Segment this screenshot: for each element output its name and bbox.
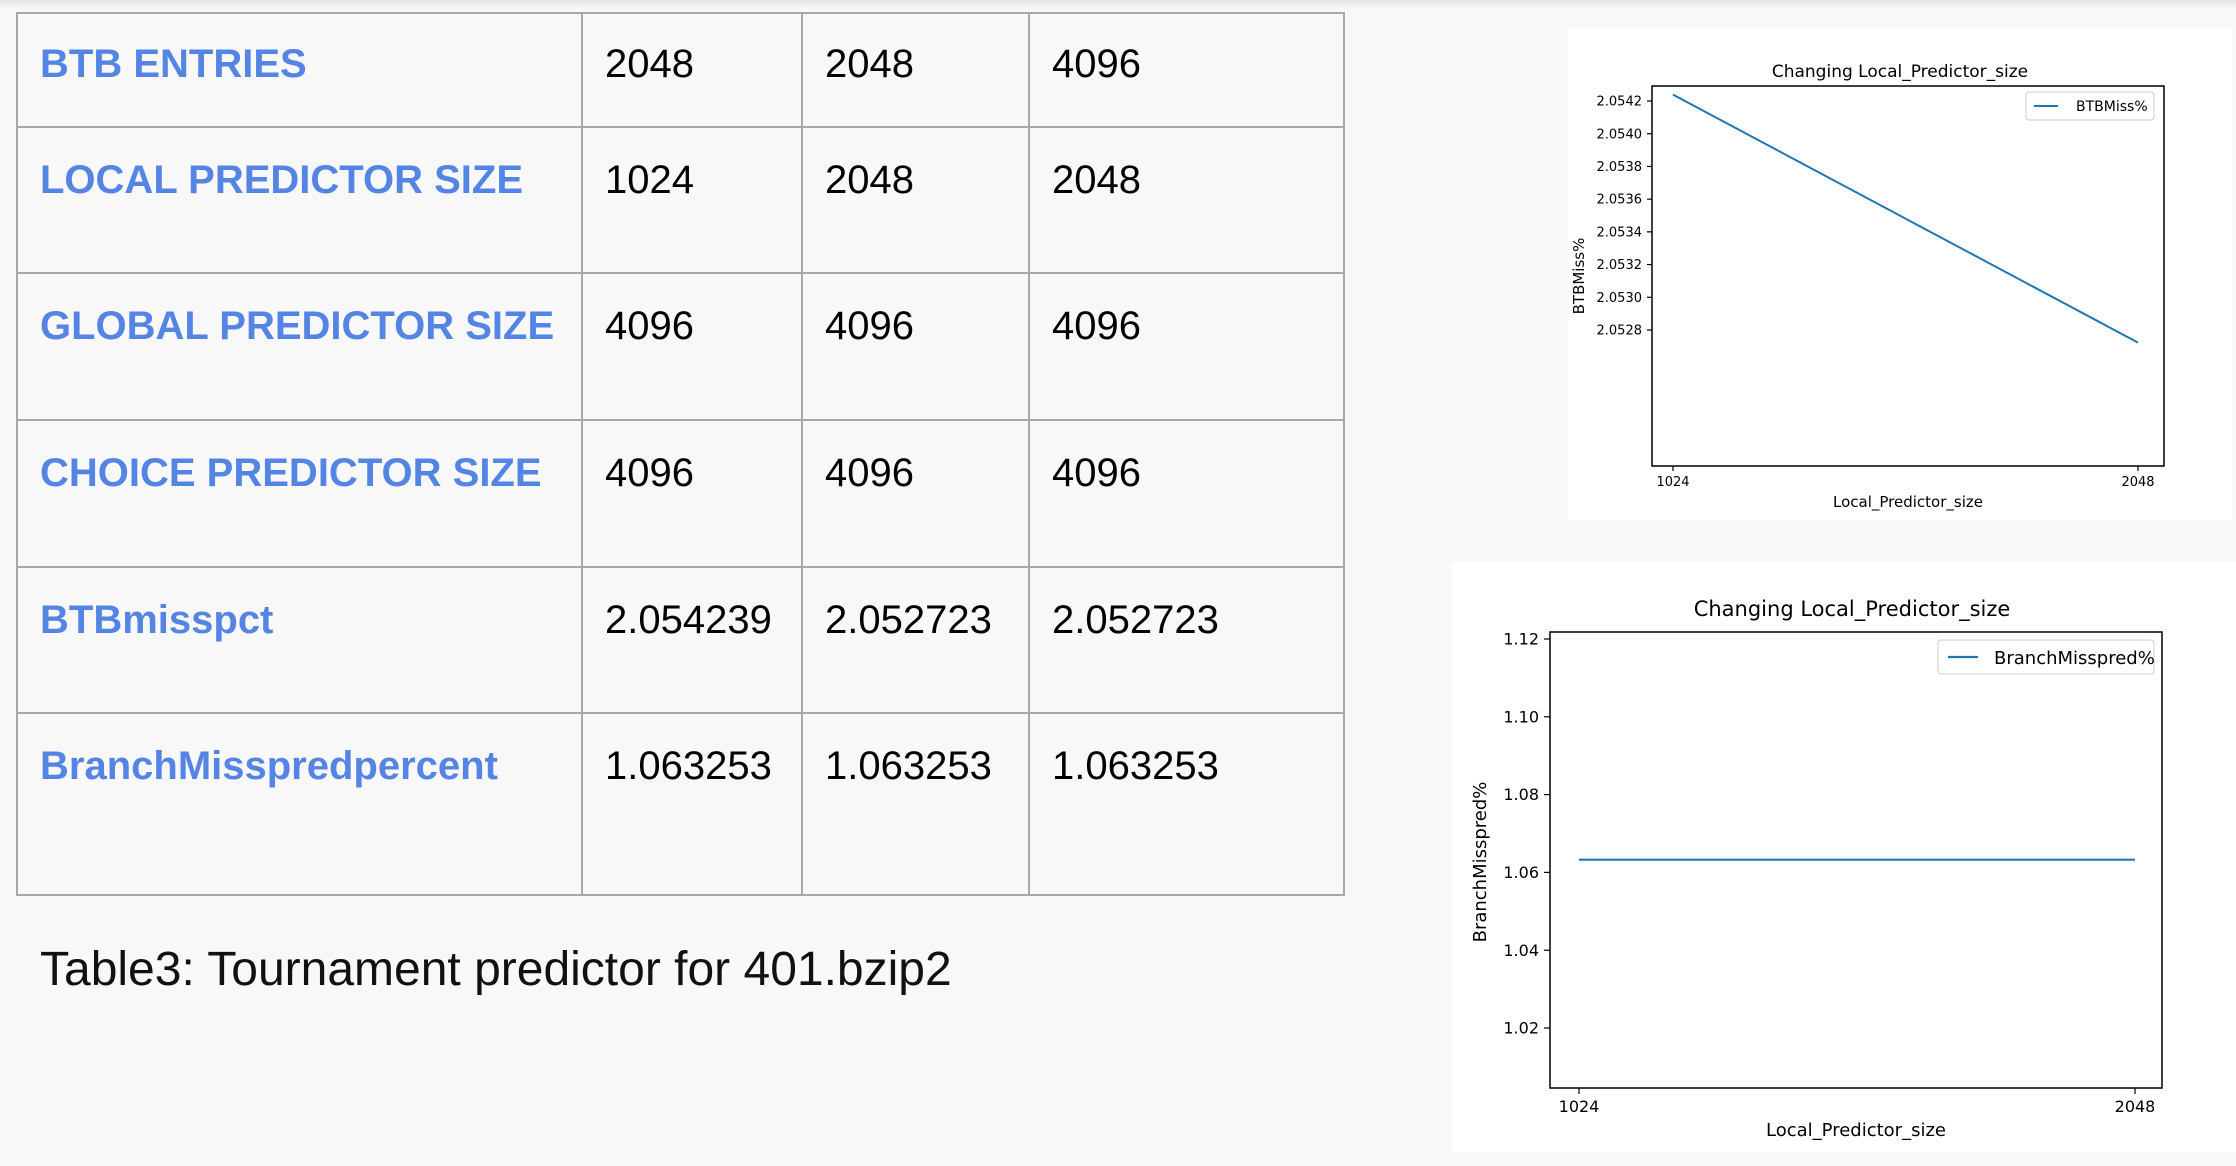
- legend: BTBMiss%: [2025, 91, 2155, 121]
- row-label: CHOICE PREDICTOR SIZE: [16, 419, 583, 568]
- y-tick: 2.0528: [1597, 324, 1652, 339]
- y-tick: 2.0542: [1597, 95, 1652, 110]
- y-tick-label: 1.10: [1503, 707, 1539, 726]
- table-cell: 2.054239: [581, 566, 803, 714]
- plot-frame: [1549, 631, 2163, 1089]
- table-cell: 4096: [581, 419, 803, 568]
- y-tick: 2.0536: [1597, 193, 1652, 208]
- table-cell: 4096: [1028, 12, 1345, 128]
- table-cell: 1.063253: [581, 712, 803, 896]
- row-label: BTBmisspct: [16, 566, 583, 714]
- x-tick: 1024: [1559, 1088, 1600, 1116]
- table-caption: Table3: Tournament predictor for 401.bzi…: [40, 943, 952, 996]
- x-tick: 1024: [1656, 466, 1690, 490]
- branch-misspred-chart: Changing Local_Predictor_size 1.02 1.04 1.…: [1452, 562, 2236, 1152]
- table-cell: 4096: [801, 419, 1030, 568]
- y-tick-label: 1.02: [1503, 1019, 1539, 1038]
- top-divider: [0, 0, 2236, 10]
- x-tick: 2048: [2121, 466, 2155, 490]
- table-row: LOCAL PREDICTOR SIZE 1024 2048 2048: [16, 126, 1345, 274]
- x-axis-label: Local_Predictor_size: [1766, 1120, 1946, 1141]
- y-tick-label: 2.0532: [1597, 258, 1643, 273]
- y-tick: 2.0538: [1597, 160, 1652, 175]
- table-row: CHOICE PREDICTOR SIZE 4096 4096 4096: [16, 419, 1345, 568]
- table-cell: 2048: [801, 12, 1030, 128]
- y-tick: 2.0534: [1597, 225, 1652, 240]
- series-line: [1672, 93, 2139, 344]
- y-tick: 1.08: [1503, 785, 1550, 804]
- predictor-table: BTB ENTRIES 2048 2048 4096 LOCAL PREDICT…: [16, 12, 1345, 896]
- y-tick-label: 2.0536: [1597, 193, 1643, 208]
- y-tick: 1.10: [1503, 707, 1550, 726]
- table-cell: 4096: [1028, 272, 1345, 421]
- y-tick-label: 2.0528: [1597, 324, 1643, 339]
- table-cell: 2048: [581, 12, 803, 128]
- x-axis-label: Local_Predictor_size: [1833, 493, 1983, 512]
- y-tick-label: 1.04: [1503, 941, 1539, 960]
- table-cell: 2.052723: [801, 566, 1030, 714]
- x-tick-label: 2048: [2121, 475, 2154, 490]
- y-tick: 1.06: [1503, 863, 1550, 882]
- table-cell: 1024: [581, 126, 803, 274]
- chart-title: Changing Local_Predictor_size: [1772, 62, 2028, 82]
- table-cell: 1.063253: [1028, 712, 1345, 896]
- table-cell: 4096: [801, 272, 1030, 421]
- y-tick-label: 2.0540: [1597, 127, 1643, 142]
- y-tick: 1.04: [1503, 941, 1550, 960]
- y-tick: 2.0530: [1597, 291, 1652, 306]
- table-cell: 4096: [1028, 419, 1345, 568]
- x-tick-label: 1024: [1656, 475, 1689, 490]
- branch-misspred-chart-svg: Changing Local_Predictor_size 1.02 1.04 1.…: [1470, 597, 2163, 1141]
- y-tick: 2.0540: [1597, 127, 1652, 142]
- table-row: BTB ENTRIES 2048 2048 4096: [16, 12, 1345, 128]
- x-tick-label: 1024: [1559, 1097, 1600, 1116]
- y-tick-label: 2.0542: [1597, 95, 1643, 110]
- y-tick-label: 2.0534: [1597, 225, 1643, 240]
- table-cell: 2048: [1028, 126, 1345, 274]
- y-tick-label: 1.12: [1503, 630, 1539, 649]
- table-cell: 1.063253: [801, 712, 1030, 896]
- table-cell: 4096: [581, 272, 803, 421]
- row-label: GLOBAL PREDICTOR SIZE: [16, 272, 583, 421]
- table-row: GLOBAL PREDICTOR SIZE 4096 4096 4096: [16, 272, 1345, 421]
- y-axis-label: BTBMiss%: [1570, 238, 1588, 315]
- y-tick: 1.12: [1503, 630, 1550, 649]
- y-tick-label: 2.0538: [1597, 160, 1643, 175]
- x-tick-label: 2048: [2115, 1097, 2156, 1116]
- table-row: BranchMisspredpercent 1.063253 1.063253 …: [16, 712, 1345, 896]
- chart-title: Changing Local_Predictor_size: [1694, 597, 2011, 622]
- row-label: LOCAL PREDICTOR SIZE: [16, 126, 583, 274]
- y-tick: 2.0532: [1597, 258, 1652, 273]
- y-tick-label: 2.0530: [1597, 291, 1643, 306]
- x-tick: 2048: [2115, 1088, 2156, 1116]
- table-cell: 2.052723: [1028, 566, 1345, 714]
- legend-label: BTBMiss%: [2076, 99, 2148, 115]
- plot-frame: [1651, 85, 2165, 467]
- y-tick-label: 1.06: [1503, 863, 1539, 882]
- legend: BranchMisspred%: [1937, 639, 2155, 675]
- y-tick: 1.02: [1503, 1019, 1550, 1038]
- row-label: BTB ENTRIES: [16, 12, 583, 128]
- y-axis-label: BranchMisspred%: [1470, 782, 1491, 943]
- table-cell: 2048: [801, 126, 1030, 274]
- table-row: BTBmisspct 2.054239 2.052723 2.052723: [16, 566, 1345, 714]
- btb-miss-chart-svg: Changing Local_Predictor_size 2.0528 2.05…: [1570, 62, 2165, 512]
- legend-label: BranchMisspred%: [1994, 648, 2155, 669]
- y-tick-label: 1.08: [1503, 785, 1539, 804]
- row-label: BranchMisspredpercent: [16, 712, 583, 896]
- btb-miss-chart: Changing Local_Predictor_size 2.0528 2.05…: [1568, 28, 2232, 520]
